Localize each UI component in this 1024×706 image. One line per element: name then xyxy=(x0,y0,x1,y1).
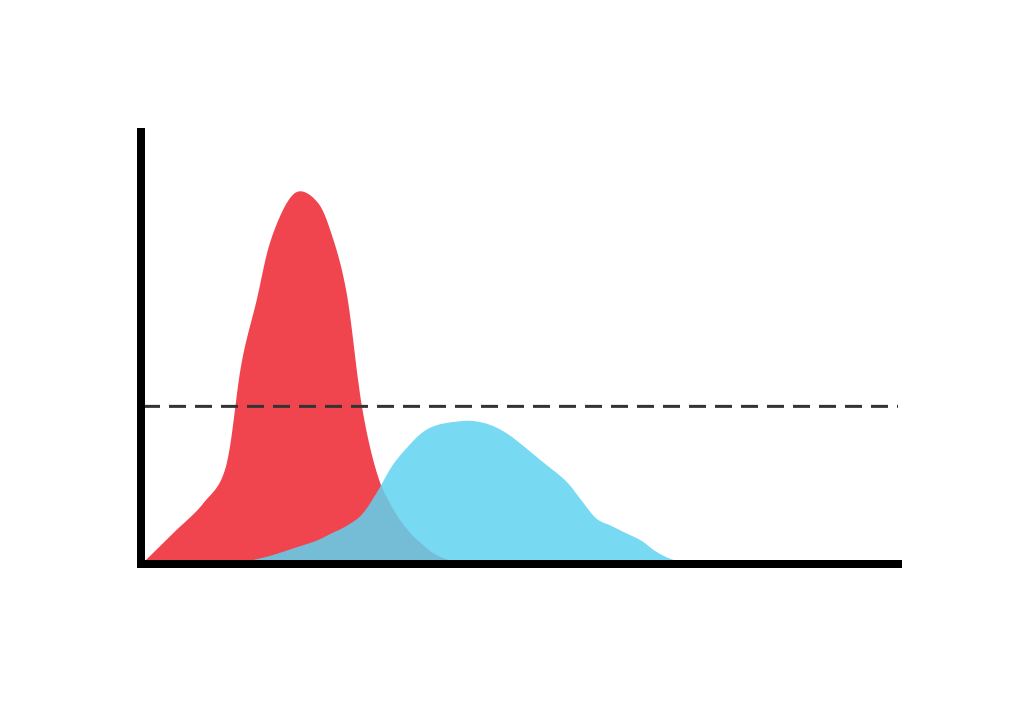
series-layer xyxy=(143,191,898,563)
series-area-1 xyxy=(143,191,898,563)
series-area-2 xyxy=(143,420,898,563)
axis-layer xyxy=(137,128,902,568)
